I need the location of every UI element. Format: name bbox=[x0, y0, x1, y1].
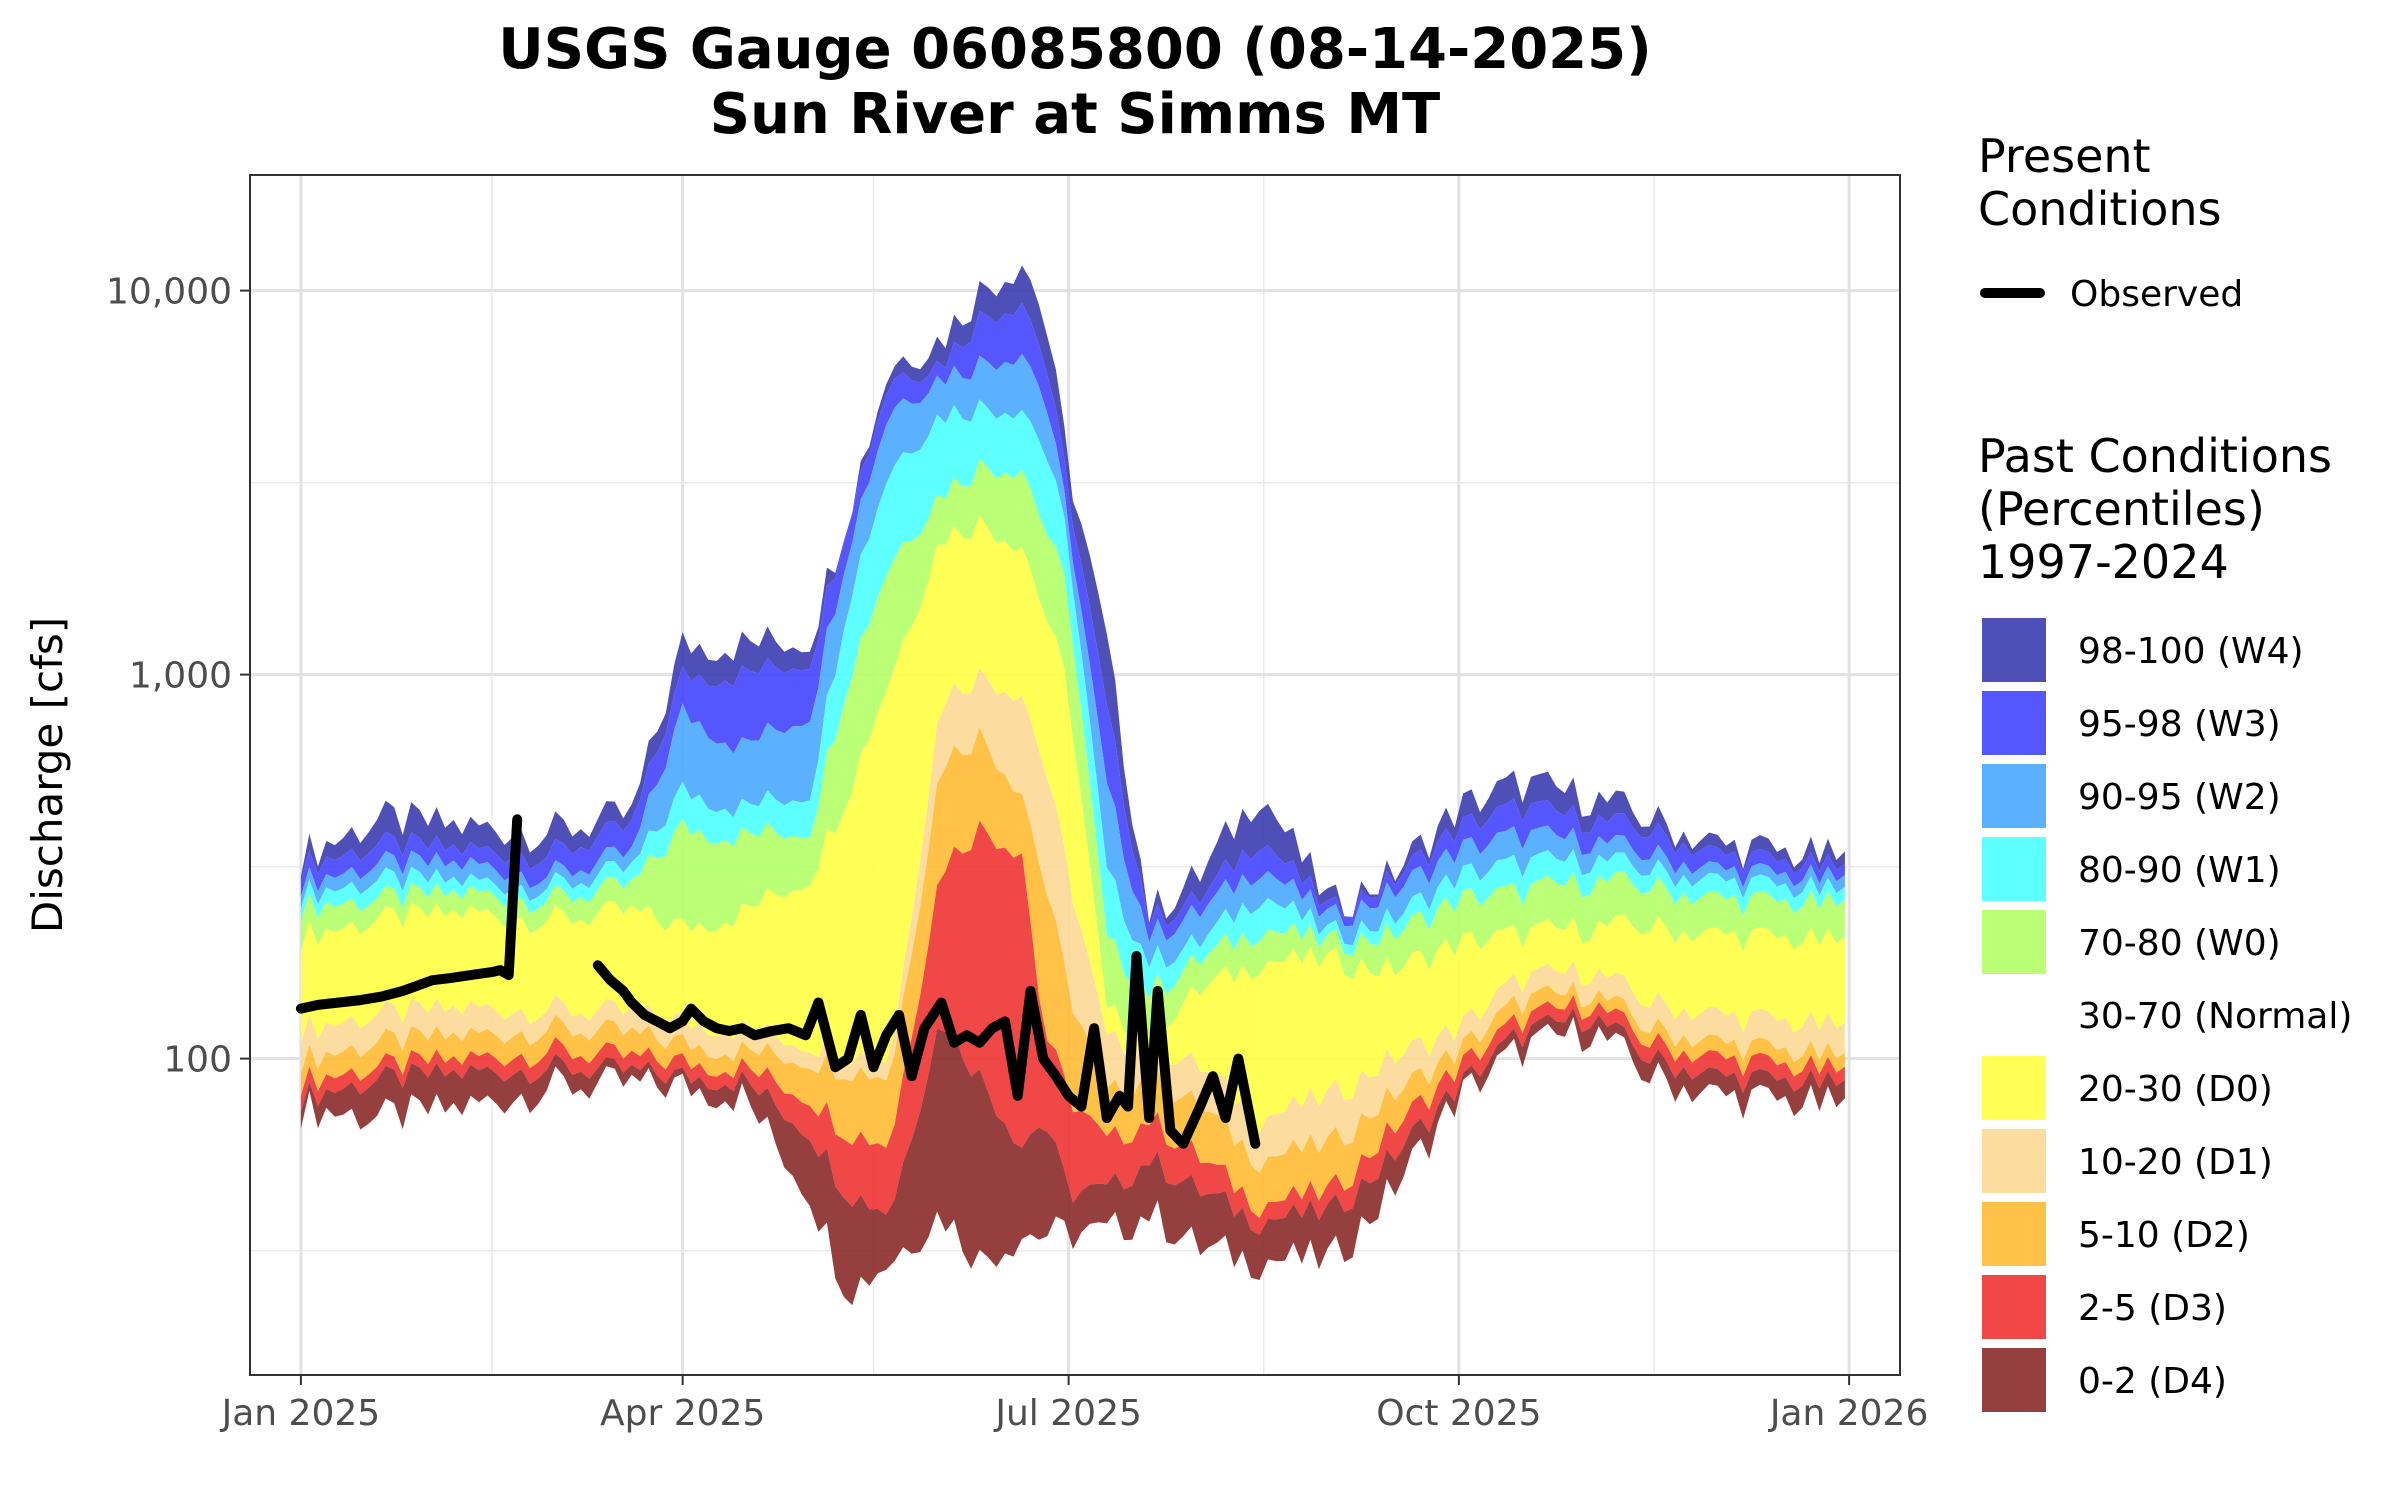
legend-label-7: 10-20 (D1) bbox=[2078, 1142, 2273, 1183]
band-4 bbox=[300, 458, 1845, 1037]
legend-past-title-2: (Percentiles) bbox=[1978, 482, 2265, 536]
legend-swatch-5 bbox=[1982, 983, 2046, 1047]
legend-observed-label: Observed bbox=[2070, 274, 2243, 315]
legend-swatch-1 bbox=[1982, 691, 2046, 755]
observed-series bbox=[295, 814, 1261, 1149]
percentile-bands bbox=[300, 265, 1845, 1306]
legend-items: 98-100 (W4) 95-98 (W3) 90-95 (W2) 80-90 (W1… bbox=[1982, 618, 2352, 1412]
observed-line-segment-0 bbox=[295, 814, 523, 1014]
x-tick-label-3: Oct 2025 bbox=[1376, 1393, 1541, 1434]
band-10 bbox=[300, 1007, 1845, 1306]
plot-border bbox=[249, 174, 1901, 1376]
legend-label-1: 95-98 (W3) bbox=[2078, 704, 2281, 745]
x-tick-label-0: Jan 2025 bbox=[220, 1393, 381, 1434]
legend-swatch-0 bbox=[1982, 618, 2046, 682]
legend-swatch-10 bbox=[1982, 1348, 2046, 1412]
legend-label-4: 70-80 (W0) bbox=[2078, 923, 2281, 964]
y-axis: 100 1,000 10,000 bbox=[106, 272, 250, 1081]
band-6 bbox=[300, 514, 1845, 1133]
x-axis: Jan 2025 Apr 2025 Jul 2025 Oct 2025 Jan 2026 bbox=[220, 1375, 1929, 1434]
legend-label-9: 2-5 (D3) bbox=[2078, 1288, 2227, 1329]
chart-subtitle: Sun River at Simms MT bbox=[710, 82, 1441, 147]
legend-label-10: 0-2 (D4) bbox=[2078, 1361, 2227, 1402]
legend-swatch-2 bbox=[1982, 764, 2046, 828]
legend-swatch-6 bbox=[1982, 1056, 2046, 1120]
legend-label-5: 30-70 (Normal) bbox=[2078, 996, 2352, 1037]
x-tick-label-1: Apr 2025 bbox=[600, 1393, 765, 1434]
legend-swatch-9 bbox=[1982, 1275, 2046, 1339]
x-tick-label-4: Jan 2026 bbox=[1768, 1393, 1929, 1434]
legend-label-8: 5-10 (D2) bbox=[2078, 1215, 2250, 1256]
legend: Present Conditions Observed Past Conditi… bbox=[1978, 129, 2352, 1412]
band-7 bbox=[300, 667, 1845, 1173]
y-tick-label-0: 100 bbox=[163, 1040, 232, 1081]
legend-swatch-8 bbox=[1982, 1202, 2046, 1266]
legend-swatch-3 bbox=[1982, 837, 2046, 901]
legend-past-title-3: 1997-2024 bbox=[1978, 535, 2229, 589]
band-9 bbox=[300, 820, 1845, 1235]
legend-present-title-2: Conditions bbox=[1978, 182, 2221, 236]
legend-label-0: 98-100 (W4) bbox=[2078, 631, 2304, 672]
observed-line-segment-1 bbox=[592, 951, 1261, 1149]
legend-label-3: 80-90 (W1) bbox=[2078, 850, 2281, 891]
y-tick-label-1: 1,000 bbox=[129, 656, 232, 697]
legend-past-title-1: Past Conditions bbox=[1978, 429, 2332, 483]
legend-present-title-1: Present bbox=[1978, 129, 2151, 183]
y-axis-title: Discharge [cfs] bbox=[23, 617, 72, 933]
legend-swatch-7 bbox=[1982, 1129, 2046, 1193]
legend-label-2: 90-95 (W2) bbox=[2078, 777, 2281, 818]
x-tick-label-2: Jul 2025 bbox=[993, 1393, 1142, 1434]
y-tick-label-2: 10,000 bbox=[106, 272, 232, 313]
legend-swatch-4 bbox=[1982, 910, 2046, 974]
legend-label-6: 20-30 (D0) bbox=[2078, 1069, 2273, 1110]
chart-title: USGS Gauge 06085800 (08-14-2025) bbox=[498, 17, 1651, 82]
